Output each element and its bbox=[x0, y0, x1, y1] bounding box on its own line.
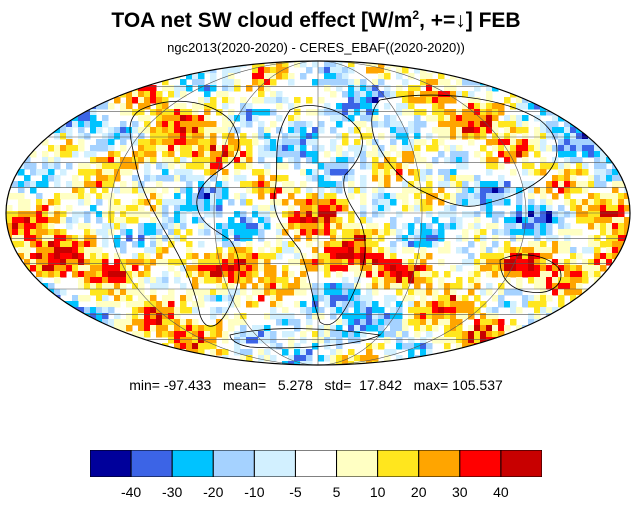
colorbar-tick-label: -30 bbox=[162, 484, 183, 500]
colorbar-tick-label: 5 bbox=[332, 484, 341, 500]
colorbar-tick-label: 30 bbox=[452, 484, 468, 500]
mollweide-map bbox=[5, 60, 631, 366]
colorbar-tick-label: -5 bbox=[289, 484, 302, 500]
colorbar-tick-label: -20 bbox=[203, 484, 224, 500]
colorbar-tick-label: 20 bbox=[410, 484, 427, 500]
meridian-line bbox=[109, 61, 527, 365]
colorbar-swatch bbox=[130, 450, 173, 477]
colorbar-swatch bbox=[253, 450, 296, 477]
colorbar bbox=[90, 450, 542, 477]
coastline bbox=[129, 100, 240, 327]
plot-title: TOA net SW cloud effect [W/m2, +=↓] FEB bbox=[111, 8, 521, 32]
coastline bbox=[371, 94, 558, 207]
coastline bbox=[273, 105, 366, 326]
map-panel bbox=[5, 60, 631, 366]
colorbar-swatch bbox=[500, 450, 542, 477]
colorbar-swatch bbox=[336, 450, 379, 477]
colorbar-swatch bbox=[377, 450, 420, 477]
coastline bbox=[229, 328, 382, 349]
colorbar-tick-label: -10 bbox=[244, 484, 265, 500]
plot-subtitle: ngc2013(2020-2020) - CERES_EBAF((2020-20… bbox=[167, 40, 465, 55]
colorbar-tick-label: 40 bbox=[493, 484, 509, 500]
colorbar-tick-label: -40 bbox=[120, 484, 142, 500]
colorbar-swatch bbox=[418, 450, 461, 477]
colorbar-swatch bbox=[171, 450, 214, 477]
colorbar-tick-label: 10 bbox=[369, 484, 386, 500]
colorbar-swatch bbox=[90, 450, 132, 477]
statistics-line: min= -97.433 mean= 5.278 std= 17.842 max… bbox=[129, 377, 503, 393]
coastlines bbox=[129, 94, 562, 349]
map-border bbox=[5, 60, 631, 366]
colorbar-labels: -40 -30 -20 -10 -5 5 10 20 30 40 bbox=[0, 484, 632, 504]
colorbar-swatch bbox=[212, 450, 255, 477]
colorbar-swatch bbox=[459, 450, 502, 477]
meridian-line bbox=[213, 61, 423, 365]
colorbar-swatch bbox=[294, 450, 338, 477]
coastline bbox=[499, 254, 562, 293]
